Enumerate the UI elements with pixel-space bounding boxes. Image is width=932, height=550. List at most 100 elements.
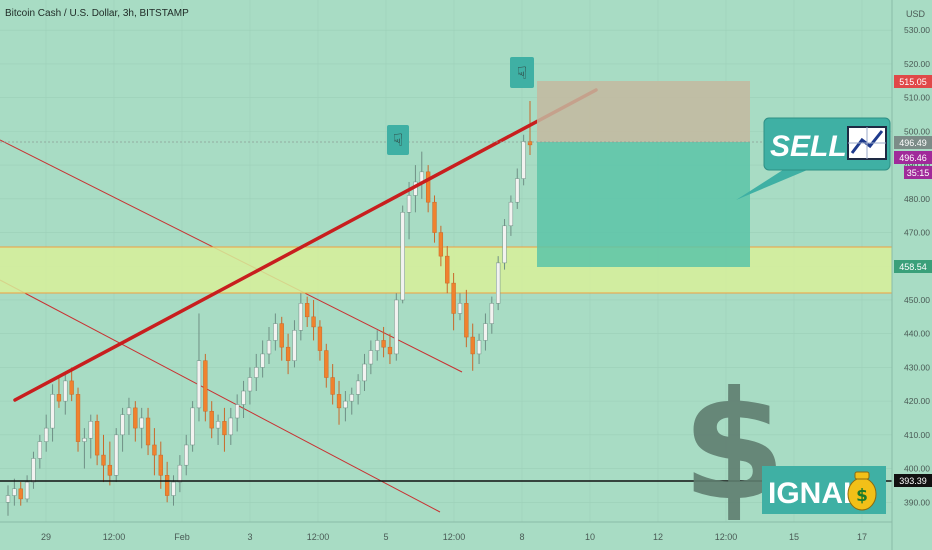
pointing-hand-marker-1: ☟ (387, 125, 409, 155)
candle-body (362, 363, 367, 382)
marker-1-bg (387, 125, 409, 155)
candle-body (425, 171, 431, 203)
candle-body (126, 407, 132, 415)
pointing-down-icon: ☟ (517, 64, 527, 84)
candle-body (508, 201, 514, 227)
candle-body (139, 417, 144, 429)
sell-callout-tail (736, 168, 812, 200)
price-tick-label: 490.00 (904, 160, 930, 170)
time-tick-label: 12:00 (103, 532, 126, 542)
candle-body (158, 454, 163, 476)
candle-body (145, 417, 151, 446)
price-axis-bg (892, 0, 932, 550)
candle-body (349, 394, 354, 402)
candle-body (164, 475, 170, 496)
candlestick-series (5, 101, 533, 516)
candle-body (215, 421, 221, 429)
timer-tag-bg (904, 166, 932, 179)
sell-callout[interactable]: SELL (736, 117, 891, 200)
candle-body (69, 380, 74, 395)
time-tick-label: 17 (857, 532, 867, 542)
time-tick-label: 12:00 (715, 532, 738, 542)
entry-price-tag-bg (894, 151, 932, 164)
price-tick-labels: 390.00 400.00 410.00 420.00 430.00 440.00 450.… (904, 25, 930, 507)
price-tick-label: 400.00 (904, 464, 930, 474)
price-tick-label: 480.00 (904, 194, 930, 204)
currency-label: USD (906, 9, 926, 19)
candle-body (12, 488, 17, 496)
signal-badge: IGNAL $ (762, 466, 886, 514)
candle-body (324, 350, 329, 378)
stop-loss-zone[interactable] (537, 81, 750, 142)
take-profit-zone[interactable] (537, 142, 750, 267)
time-tick-label: 29 (41, 532, 51, 542)
stop-price-tag: 515.05 (899, 77, 927, 87)
price-axis[interactable]: USD 390.00 400.00 410.00 420.00 430.00 440.00… (891, 0, 932, 550)
short-position-tool[interactable] (537, 81, 750, 267)
candle-body (50, 394, 55, 429)
candle-body (196, 360, 202, 409)
candle-body (171, 481, 176, 496)
candle-body (406, 195, 412, 213)
candle-body (285, 346, 291, 361)
time-tick-label: 3 (247, 532, 252, 542)
candle-body (273, 323, 278, 341)
candle-body (438, 232, 444, 257)
zone-price-tag: 458.54 (899, 262, 927, 272)
support-price-tag-bg (894, 474, 932, 487)
candle-body (311, 316, 316, 328)
candle-body (260, 353, 265, 368)
time-tick-label: 10 (585, 532, 595, 542)
candle-body (457, 303, 463, 314)
candle-body (394, 299, 399, 355)
candle-body (445, 255, 450, 284)
candle-body (279, 323, 284, 348)
candle-body (222, 421, 227, 436)
candle-body (305, 303, 310, 318)
candle-body (489, 303, 494, 324)
price-tick-label: 470.00 (904, 228, 930, 238)
candle-body (387, 346, 393, 355)
candle-body (336, 394, 342, 409)
channel-lower-line (0, 279, 441, 513)
current-price-tag-bg (894, 136, 932, 149)
candle-body (177, 464, 183, 483)
time-tick-labels: 29 12:00 Feb 3 12:00 5 12:00 8 10 12 12:00 15 17 (41, 532, 867, 542)
candle-body (375, 340, 380, 351)
candle-body (37, 441, 42, 459)
support-price-tag: 393.39 (899, 476, 927, 486)
candle-body (355, 380, 361, 395)
candle-body (209, 410, 214, 429)
candle-body (292, 330, 297, 361)
price-tick-label: 390.00 (904, 497, 930, 507)
price-tick-label: 410.00 (904, 430, 930, 440)
candle-body (63, 380, 68, 402)
sell-badge-text: SELL (770, 130, 847, 163)
candle-body (114, 434, 119, 476)
candle-body (317, 326, 323, 351)
candle-body (203, 360, 208, 412)
candle-body (521, 141, 526, 179)
candle-body (190, 407, 195, 446)
candle-body (75, 394, 81, 442)
current-price-tag: 496.49 (899, 138, 927, 148)
time-tick-label: 8 (519, 532, 524, 542)
marker-2-bg (510, 57, 534, 88)
candle-body (107, 464, 113, 476)
candle-body (235, 404, 240, 419)
price-tick-label: 440.00 (904, 329, 930, 339)
time-axis[interactable]: 29 12:00 Feb 3 12:00 5 12:00 8 10 12 12:00 15 17 (0, 521, 892, 542)
price-tick-label: 430.00 (904, 362, 930, 372)
time-tick-label: 15 (789, 532, 799, 542)
stop-price-tag-bg (894, 75, 932, 88)
candle-body (330, 377, 335, 395)
zone-price-tag-bg (894, 260, 932, 273)
candle-body (18, 488, 23, 500)
price-tick-label: 530.00 (904, 25, 930, 35)
time-tick-label: Feb (174, 532, 190, 542)
rising-trendline[interactable] (13, 88, 598, 402)
candle-body (343, 400, 348, 409)
candle-body (476, 340, 482, 355)
candle-body (82, 437, 87, 442)
